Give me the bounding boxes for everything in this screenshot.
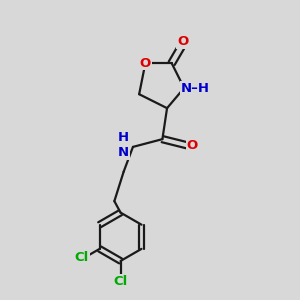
Text: Cl: Cl [113, 274, 128, 288]
Text: O: O [177, 35, 188, 48]
Text: Cl: Cl [75, 251, 89, 264]
Text: O: O [186, 139, 197, 152]
Text: N–H: N–H [180, 82, 209, 94]
Text: H
N: H N [118, 131, 129, 159]
Text: O: O [140, 57, 151, 70]
